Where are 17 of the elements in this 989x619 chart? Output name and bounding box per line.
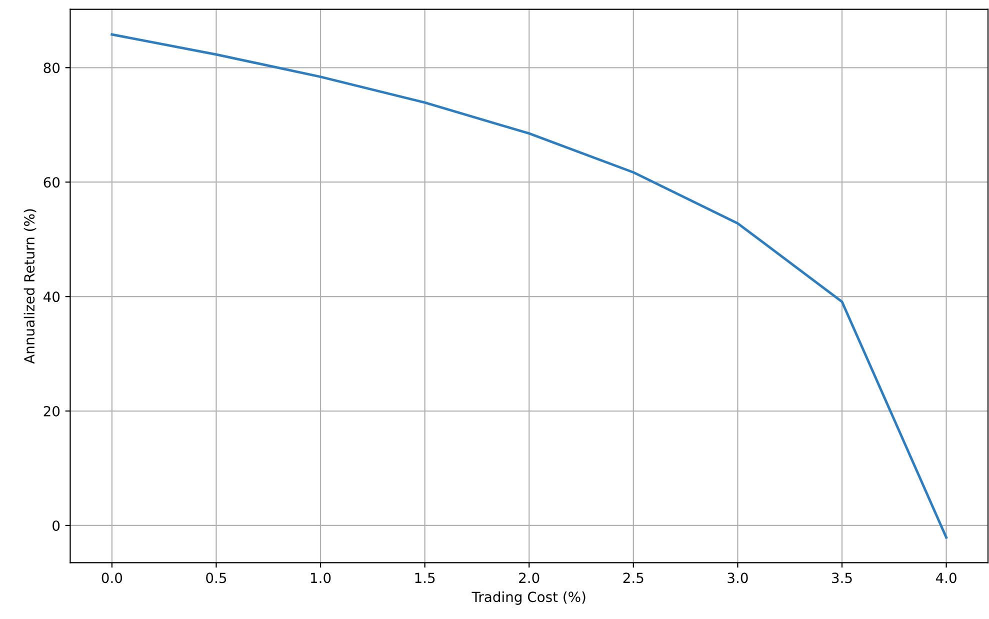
x-tick-label: 0.5 (206, 572, 226, 584)
x-tick-label: 1.5 (415, 572, 435, 584)
y-tick-label: 40 (44, 292, 60, 302)
x-tick-label: 3.5 (832, 572, 852, 584)
x-tick-label: 3.0 (728, 572, 748, 584)
x-tick-label: 1.0 (311, 572, 331, 584)
y-tick-label: 0 (52, 520, 60, 531)
x-tick-label: 2.5 (623, 572, 644, 584)
x-tick-label: 2.0 (519, 572, 540, 584)
line-series (110, 33, 948, 539)
y-tick-label: 80 (44, 62, 60, 74)
y-tick-label: 20 (44, 406, 60, 416)
y-tick-label: 60 (44, 177, 60, 188)
x-tick-label: 4.0 (936, 572, 956, 584)
x-axis-title: Trading Cost (%) (472, 591, 586, 605)
x-tick-label: 0.0 (102, 572, 122, 584)
y-axis-title: Annualized Return (%) (24, 209, 36, 364)
